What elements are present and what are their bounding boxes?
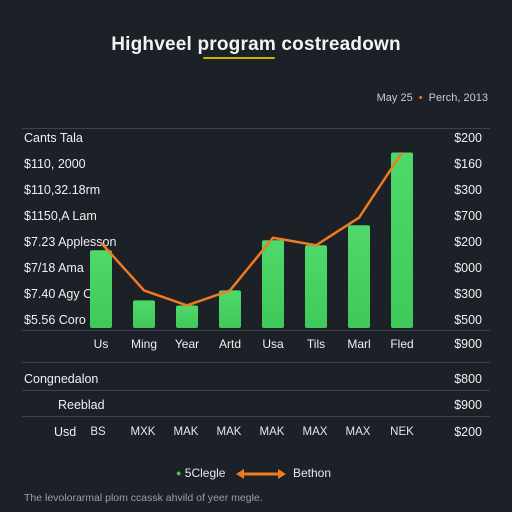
bottom-cell: MAK	[216, 426, 242, 438]
legend-item-bars: ● 5Clegle	[176, 466, 225, 480]
right-value: $000	[454, 261, 482, 275]
right-value: $200	[454, 235, 482, 249]
divider-top	[22, 128, 490, 129]
bar-ming	[133, 300, 155, 328]
x-tick-label: Usa	[262, 337, 284, 351]
title-underline	[203, 57, 275, 59]
bar-fled	[391, 152, 413, 328]
bar-usa	[262, 240, 284, 328]
bottom-cell: MAK	[173, 426, 199, 438]
date-range-dot-icon: •	[418, 92, 423, 104]
bar-tils	[305, 245, 327, 328]
divider-middle	[22, 362, 490, 363]
row-label: $5.56 Coro	[24, 313, 86, 327]
divider-axis	[22, 330, 490, 331]
x-tick-label: Artd	[219, 337, 241, 351]
right-value: $700	[454, 209, 482, 223]
legend-label: 5Clegle	[184, 466, 226, 480]
right-value: $900	[454, 337, 482, 351]
right-value: $300	[454, 183, 482, 197]
x-tick-label: Tils	[307, 337, 325, 351]
row-label: Cants Tala	[24, 131, 83, 145]
bottom-row-label: Congnedalon	[24, 372, 99, 386]
right-value: $500	[454, 313, 482, 327]
right-value: $160	[454, 157, 482, 171]
legend-item-line: Bethon	[293, 466, 331, 480]
footnote: The levolorarmal plom ccassk ahvild of y…	[24, 492, 263, 504]
chart-title: Highveel program costreadown	[111, 34, 401, 55]
date-range: May 25 • Perch, 2013	[377, 92, 488, 104]
bottom-cell: MAK	[259, 426, 285, 438]
legend-label: Bethon	[293, 466, 332, 480]
bottom-cell: MXK	[130, 426, 156, 438]
x-tick-label: Year	[175, 337, 199, 351]
bar-year	[176, 305, 198, 328]
date-range-start: May 25	[376, 92, 413, 104]
row-label: $1150,A Lam	[24, 209, 97, 223]
row-label: $7.23 Applesson	[24, 235, 117, 249]
row-label: $7/18 Ama	[24, 261, 84, 275]
divider-bottom-2	[22, 416, 490, 417]
x-tick-label: Fled	[390, 337, 413, 351]
bottom-cell: NEK	[390, 426, 414, 438]
trend-line	[100, 151, 404, 307]
bottom-cell: MAX	[302, 426, 328, 438]
date-range-end: Perch, 2013	[428, 92, 488, 104]
bottom-cell: BS	[90, 426, 106, 438]
bar-marl	[348, 225, 370, 328]
bottom-cell: MAX	[345, 426, 371, 438]
chart-legend: ● 5Clegle Bethon	[0, 466, 512, 480]
bottom-right-value: $900	[454, 398, 482, 412]
x-tick-label: Ming	[131, 337, 157, 351]
right-value: $300	[454, 287, 482, 301]
x-tick-label: Us	[94, 337, 109, 351]
right-value: $200	[454, 131, 482, 145]
bottom-row-label: Usd	[54, 425, 77, 439]
row-label: $110, 2000	[24, 157, 86, 171]
divider-bottom-1	[22, 390, 490, 391]
row-label: $7.40 Agy Cam	[24, 287, 110, 301]
x-tick-label: Marl	[347, 337, 370, 351]
bar-us	[90, 250, 112, 328]
bar-artd	[219, 290, 241, 328]
bottom-right-value: $200	[454, 425, 482, 439]
legend-dot-icon: ●	[176, 468, 182, 478]
row-label: $110,32.18rm	[24, 183, 101, 197]
bottom-row-label: Reeblad	[58, 398, 105, 412]
double-arrow-icon	[236, 469, 286, 479]
bottom-right-value: $800	[454, 372, 482, 386]
